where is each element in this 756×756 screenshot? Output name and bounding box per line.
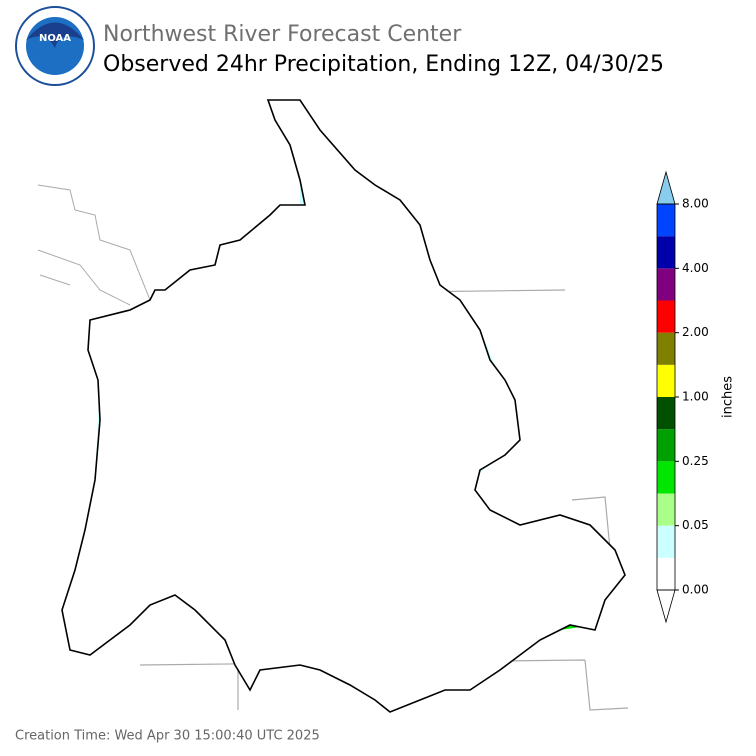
colorbar-segment xyxy=(657,461,675,494)
creation-time: Creation Time: Wed Apr 30 15:00:40 UTC 2… xyxy=(15,729,320,744)
colorbar-tick-label: 2.00 xyxy=(682,325,709,339)
colorbar: 0.00 0.05 0.25 1.00 2.00 4.00 8.00 xyxy=(656,170,709,624)
colorbar-segment xyxy=(657,204,675,237)
colorbar-segment xyxy=(657,557,675,590)
logo-text: NOAA xyxy=(39,33,71,44)
colorbar-tick-label: 1.00 xyxy=(682,390,709,404)
colorbar-tick-label: 0.05 xyxy=(682,518,709,532)
basin-outline xyxy=(61,99,626,713)
colorbar-segment xyxy=(657,332,675,365)
colorbar-tick-label: 8.00 xyxy=(682,197,709,211)
colorbar-segment xyxy=(657,364,675,397)
map xyxy=(37,99,629,713)
colorbar-segment xyxy=(657,300,675,333)
title: Northwest River Forecast Center xyxy=(103,22,462,47)
colorbar-tick-label: 0.25 xyxy=(682,454,709,468)
colorbar-segment xyxy=(657,236,675,269)
colorbar-tick-label: 4.00 xyxy=(682,261,709,275)
noaa-logo: NOAA xyxy=(15,6,95,86)
colorbar-under xyxy=(656,589,676,624)
colorbar-over xyxy=(656,170,676,205)
subtitle: Observed 24hr Precipitation, Ending 12Z,… xyxy=(103,52,664,77)
colorbar-tick-label: 0.00 xyxy=(682,583,709,597)
colorbar-segment xyxy=(657,268,675,301)
colorbar-segment xyxy=(657,429,675,462)
colorbar-segment xyxy=(657,525,675,558)
colorbar-label: inches xyxy=(721,376,736,418)
coastline xyxy=(37,184,151,306)
colorbar-segment xyxy=(657,397,675,430)
colorbar-segment xyxy=(657,493,675,526)
